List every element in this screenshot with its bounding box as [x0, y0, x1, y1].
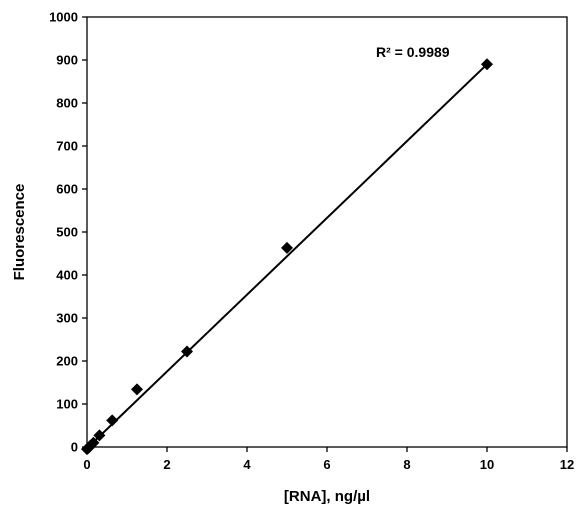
- x-tick-label: 4: [243, 457, 251, 472]
- x-tick-label: 0: [83, 457, 90, 472]
- plot-area-frame: [86, 16, 568, 448]
- y-tick-label: 600: [56, 182, 78, 197]
- y-tick-label: 100: [56, 397, 78, 412]
- data-point: [181, 345, 193, 358]
- x-tick-label: 8: [403, 457, 410, 472]
- y-tick-label: 700: [56, 139, 78, 154]
- x-tick-label: 2: [163, 457, 170, 472]
- y-axis-ticks: 0 100 200 300 400 500 600 700 800 900 1000: [49, 10, 87, 455]
- y-tick-label: 800: [56, 96, 78, 111]
- y-tick-label: 900: [56, 53, 78, 68]
- data-point: [481, 58, 493, 71]
- x-tick-label: 12: [560, 457, 574, 472]
- x-tick-label: 6: [323, 457, 330, 472]
- data-point: [131, 383, 143, 396]
- y-tick-label: 300: [56, 311, 78, 326]
- data-point: [281, 241, 293, 254]
- y-tick-label: 200: [56, 354, 78, 369]
- data-point: [106, 414, 119, 427]
- y-axis-label: Fluorescence: [11, 184, 28, 281]
- y-tick-label: 1000: [49, 10, 78, 25]
- data-point: [93, 429, 106, 442]
- r-squared-annotation: R² = 0.9989: [376, 44, 450, 60]
- x-tick-label: 10: [480, 457, 494, 472]
- trendline: [86, 63, 488, 450]
- y-tick-label: 500: [56, 225, 78, 240]
- x-axis-ticks: 0 2 4 6 8 10 12: [83, 447, 574, 472]
- y-tick-label: 0: [71, 440, 78, 455]
- x-axis-label: [RNA], ng/µl: [284, 488, 370, 505]
- y-tick-label: 400: [56, 268, 78, 283]
- data-point: [87, 436, 100, 449]
